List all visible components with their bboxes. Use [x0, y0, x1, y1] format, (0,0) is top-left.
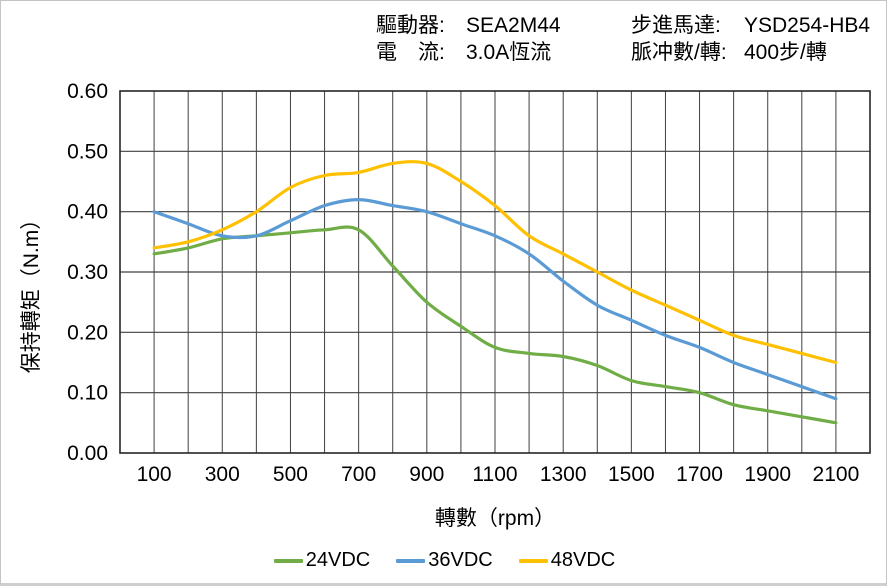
plot-border	[119, 90, 871, 454]
series-line-24vdc	[152, 225, 838, 425]
torque-speed-plot: 100 300 500 700 900 1100 1300 1500 1700 1900 2100 0…	[67, 80, 871, 486]
steps-label: 脈冲數/轉:	[631, 41, 727, 64]
steps-value: 400步/轉	[744, 41, 827, 64]
legend-item-48vdc: 48VDC	[518, 549, 616, 572]
x-tick-label: 1300	[540, 463, 587, 486]
x-tick-label: 2100	[813, 463, 860, 486]
legend-line-swatch-36vdc	[396, 558, 426, 563]
motor-label: 步進馬達:	[631, 14, 721, 37]
legend-line-swatch-48vdc	[518, 558, 548, 563]
driver-label: 驅動器:	[376, 14, 445, 37]
steps-row: 脈冲數/轉: 400步/轉	[631, 39, 870, 66]
y-tick-label: 0.00	[67, 442, 108, 465]
driver-row: 驅動器: SEA2M44	[376, 12, 631, 39]
y-tick-label: 0.50	[67, 140, 108, 163]
current-value: 3.0A恆流	[466, 41, 552, 64]
motor-row: 步進馬達: YSD254-HB4	[631, 12, 870, 39]
legend-label-24vdc: 24VDC	[305, 549, 371, 571]
y-tick-label: 0.60	[67, 80, 108, 103]
y-tick-label: 0.30	[67, 261, 108, 284]
chart-header: 驅動器: SEA2M44 電 流: 3.0A恆流 步進馬達: YSD254-HB4 脈…	[376, 12, 870, 66]
x-tick-label: 1100	[472, 463, 517, 486]
series-line-36vdc	[152, 198, 838, 401]
y-tick-label: 0.10	[67, 382, 108, 405]
x-tick-label: 500	[273, 463, 308, 486]
x-tick-label: 900	[409, 463, 444, 486]
motor-value: YSD254-HB4	[744, 14, 871, 37]
x-tick-label: 700	[341, 463, 376, 486]
legend-item-36vdc: 36VDC	[396, 549, 493, 572]
driver-value: SEA2M44	[466, 14, 561, 37]
driver-info-column: 驅動器: SEA2M44 電 流: 3.0A恆流	[376, 12, 631, 66]
legend-label-48vdc: 48VDC	[550, 549, 616, 571]
chart-legend: 24VDC 36VDC 48VDC	[1, 549, 886, 572]
x-axis-label: 轉數（rpm）	[434, 507, 556, 530]
legend-line-swatch-24vdc	[273, 558, 303, 563]
current-label: 電 流:	[376, 41, 445, 64]
x-tick-label: 1700	[676, 463, 723, 486]
x-tick-label: 100	[137, 463, 172, 486]
legend-item-24vdc: 24VDC	[273, 549, 371, 572]
x-tick-label: 1900	[744, 463, 791, 486]
motor-info-column: 步進馬達: YSD254-HB4 脈冲數/轉: 400步/轉	[631, 12, 870, 66]
legend-label-36vdc: 36VDC	[428, 549, 493, 571]
current-row: 電 流: 3.0A恆流	[376, 39, 631, 66]
x-tick-label: 300	[205, 463, 240, 486]
y-axis-label: 保持轉矩（N.m）	[20, 208, 43, 374]
series-line-48vdc	[152, 160, 838, 365]
y-tick-label: 0.40	[67, 201, 108, 224]
y-tick-label: 0.20	[67, 321, 108, 344]
x-tick-label: 1500	[608, 463, 655, 486]
